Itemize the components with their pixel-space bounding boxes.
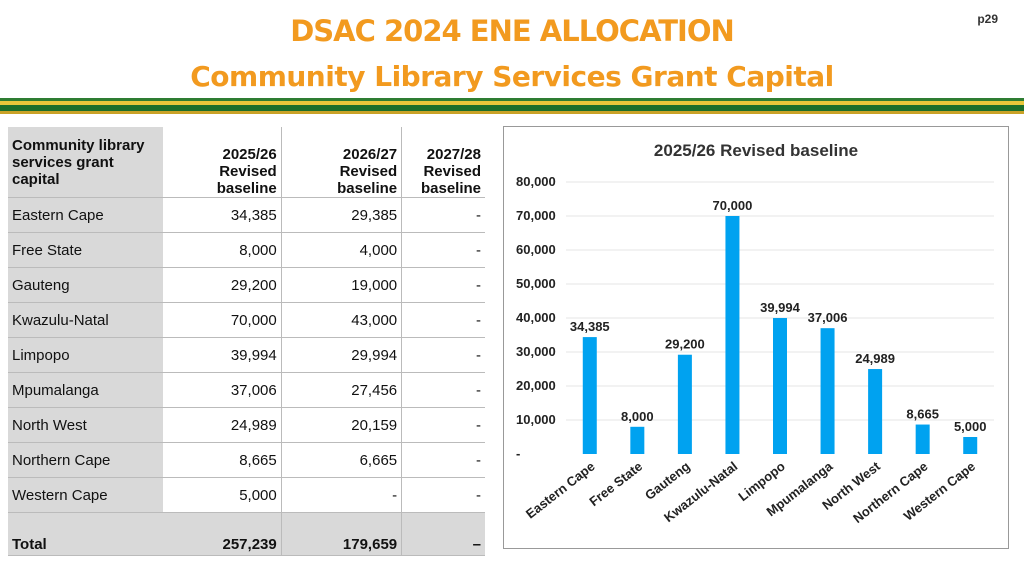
- table-row: Gauteng 29,200 19,000-: [8, 267, 485, 303]
- table-cell-label: Free State: [8, 232, 164, 268]
- table-cell-value: 27,456: [280, 372, 402, 408]
- x-tick-label: Free State: [586, 459, 645, 510]
- table-row: Mpumalanga 37,006 27,456-: [8, 372, 485, 408]
- table-row: Limpopo 39,994 29,994-: [8, 337, 485, 373]
- table-cell-value: 4,000: [280, 232, 402, 268]
- bar: [868, 369, 883, 454]
- data-label: 29,200: [665, 337, 705, 352]
- table-cell-value: 5,000: [163, 477, 282, 513]
- table-cell-value: 29,994: [280, 337, 402, 373]
- table-cell-value: 37,006: [163, 372, 282, 408]
- bar: [582, 337, 597, 454]
- data-label: 70,000: [713, 198, 753, 213]
- page-title: DSAC 2024 ENE ALLOCATION: [290, 14, 735, 48]
- table-header-cell: Community library services grant capital: [8, 127, 164, 198]
- table-cell-value: -: [401, 337, 485, 373]
- bar: [820, 328, 835, 454]
- header-band-gold: [0, 101, 1024, 105]
- table-header-cell: 2026/27 Revised baseline: [280, 127, 402, 198]
- table-cell-value: 20,159: [280, 407, 402, 443]
- chart-panel: 2025/26 Revised baseline - 10,000 20,000 30…: [503, 126, 1009, 549]
- y-tick-label: 10,000: [516, 412, 556, 427]
- table-cell-label: Total: [8, 512, 164, 556]
- table-cell-value: -: [401, 197, 485, 233]
- table-cell-value: -: [280, 477, 402, 513]
- table-cell-label: Limpopo: [8, 337, 164, 373]
- table-cell-value: 29,200: [163, 267, 282, 303]
- data-label: 34,385: [570, 319, 610, 334]
- table-cell-label: Western Cape: [8, 477, 164, 513]
- bar: [630, 426, 645, 454]
- table-cell-value: 179,659: [280, 512, 402, 556]
- data-label: 8,000: [621, 409, 654, 424]
- table-cell-value: –: [401, 512, 485, 556]
- table-cell-label: Northern Cape: [8, 442, 164, 478]
- y-tick-label: 70,000: [516, 208, 556, 223]
- bar: [773, 318, 787, 454]
- table-cell-value: 34,385: [163, 197, 282, 233]
- page-number: p29: [977, 12, 998, 26]
- table-cell-value: 70,000: [163, 302, 282, 338]
- table-cell-value: 8,665: [163, 442, 282, 478]
- table-total-row: Total 257,239 179,659–: [8, 512, 485, 556]
- table-cell-value: 24,989: [163, 407, 282, 443]
- table-cell-value: 257,239: [163, 512, 282, 556]
- bar: [677, 354, 692, 454]
- table-cell-label: Eastern Cape: [8, 197, 164, 233]
- table-cell-value: -: [401, 372, 485, 408]
- bar-chart: - 10,000 20,000 30,000 40,000 50,000 60,000 70,…: [516, 174, 994, 526]
- table-row: Eastern Cape 34,385 29,385-: [8, 197, 485, 233]
- allocation-table: Community library services grant capital…: [8, 127, 485, 556]
- table-cell-value: 6,665: [280, 442, 402, 478]
- table-cell-label: North West: [8, 407, 164, 443]
- table-cell-value: -: [401, 267, 485, 303]
- table-header-cell: 2025/26 Revised baseline: [163, 127, 282, 198]
- chart-title: 2025/26 Revised baseline: [653, 141, 859, 160]
- bar: [915, 424, 930, 454]
- y-tick-label: 30,000: [516, 344, 556, 359]
- table-row: Kwazulu-Natal 70,000 43,000-: [8, 302, 485, 338]
- header-band-dark-green: [0, 105, 1024, 111]
- table-cell-value: -: [401, 442, 485, 478]
- table-row: Western Cape 5,000- -: [8, 477, 485, 513]
- table-header-cell: 2027/28 Revised baseline: [401, 127, 485, 198]
- data-label: 8,665: [906, 407, 939, 422]
- y-tick-label: 20,000: [516, 378, 556, 393]
- header-band-gold-bottom: [0, 111, 1024, 114]
- y-tick-label: 80,000: [516, 174, 556, 189]
- table-cell-label: Kwazulu-Natal: [8, 302, 164, 338]
- table-cell-label: Gauteng: [8, 267, 164, 303]
- table-cell-value: 43,000: [280, 302, 402, 338]
- table-header-row: Community library services grant capital…: [8, 127, 485, 198]
- table-cell-value: 8,000: [163, 232, 282, 268]
- table-cell-value: 29,385: [280, 197, 402, 233]
- allocation-table-container: Community library services grant capital…: [8, 127, 485, 556]
- table-cell-value: -: [401, 302, 485, 338]
- table-cell-value: -: [401, 407, 485, 443]
- y-tick-label: 60,000: [516, 242, 556, 257]
- page-subtitle: Community Library Services Grant Capital: [190, 60, 834, 93]
- table-cell-value: 19,000: [280, 267, 402, 303]
- y-tick-label: 50,000: [516, 276, 556, 291]
- y-tick-label: -: [516, 446, 520, 461]
- table-row: North West 24,989 20,159-: [8, 407, 485, 443]
- data-label: 39,994: [760, 300, 801, 315]
- data-label: 24,989: [855, 351, 895, 366]
- table-row: Free State 8,000 4,000-: [8, 232, 485, 268]
- table-cell-value: 39,994: [163, 337, 282, 373]
- header-band-green: [0, 98, 1024, 101]
- y-tick-label: 40,000: [516, 310, 556, 325]
- x-tick-label: Eastern Cape: [523, 459, 598, 522]
- bar: [963, 437, 978, 454]
- data-label: 37,006: [808, 310, 848, 325]
- bar: [725, 216, 740, 454]
- table-cell-label: Mpumalanga: [8, 372, 164, 408]
- table-cell-value: -: [401, 232, 485, 268]
- table-cell-value: -: [401, 477, 485, 513]
- data-label: 5,000: [954, 419, 987, 434]
- table-row: Northern Cape 8,665 6,665-: [8, 442, 485, 478]
